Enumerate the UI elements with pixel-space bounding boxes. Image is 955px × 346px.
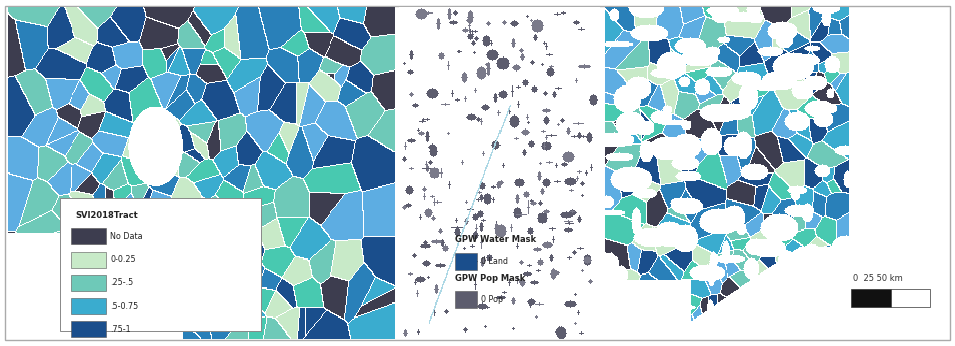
Bar [456, 253, 478, 270]
Bar [60, 198, 261, 331]
Text: 0  25 50 km: 0 25 50 km [854, 274, 903, 283]
Text: .25-.5: .25-.5 [110, 279, 134, 288]
Text: GPW Water Mask: GPW Water Mask [456, 235, 537, 244]
Text: 0-0.25: 0-0.25 [110, 255, 136, 264]
Bar [72, 228, 106, 244]
Bar [456, 291, 478, 308]
Bar [72, 298, 106, 314]
Text: SVI2018Tract: SVI2018Tract [75, 211, 138, 220]
Bar [891, 290, 930, 307]
Bar [72, 252, 106, 268]
Bar [851, 290, 891, 307]
Text: .75-1: .75-1 [110, 325, 131, 334]
Text: No Data: No Data [110, 232, 143, 241]
Bar [72, 275, 106, 291]
Text: GPW Pop Mask: GPW Pop Mask [456, 274, 525, 283]
Text: .5-0.75: .5-0.75 [110, 302, 138, 311]
Bar [72, 321, 106, 337]
Text: 0 Pop: 0 Pop [481, 295, 503, 304]
Text: 0 Land: 0 Land [481, 257, 508, 266]
